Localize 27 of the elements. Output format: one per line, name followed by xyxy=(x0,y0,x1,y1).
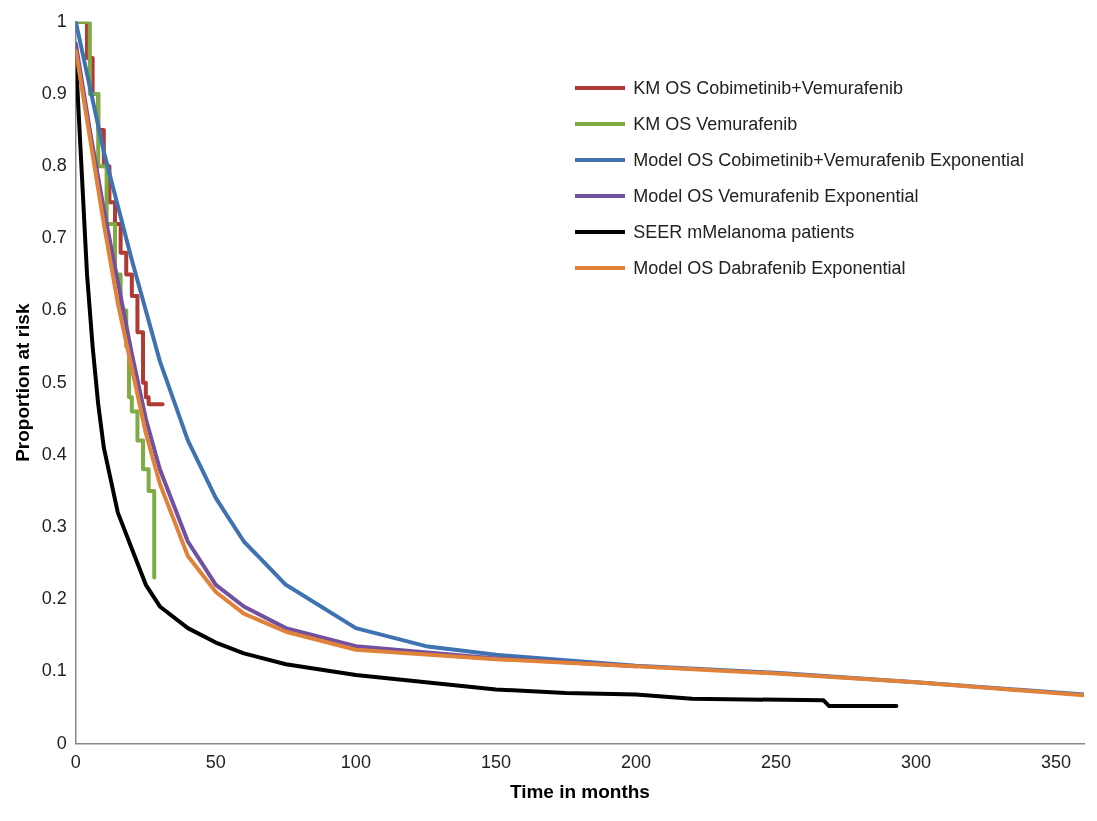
legend-label: SEER mMelanoma patients xyxy=(633,221,855,243)
legend-label: KM OS Vemurafenib xyxy=(633,113,798,135)
y-tick-label: 0 xyxy=(56,732,67,753)
y-tick-label: 0.1 xyxy=(41,660,67,681)
y-tick-label: 0.4 xyxy=(41,443,67,464)
x-tick-label: 350 xyxy=(1040,752,1072,773)
y-axis-title: Proportion at risk xyxy=(11,303,33,462)
x-tick-label: 100 xyxy=(340,752,371,773)
y-tick-label: 1 xyxy=(56,10,67,31)
legend-label: Model OS Dabrafenib Exponential xyxy=(633,257,906,279)
x-tick-label: 200 xyxy=(620,752,651,773)
x-tick-label: 250 xyxy=(760,752,791,773)
legend-label: Model OS Cobimetinib+Vemurafenib Exponential xyxy=(633,149,1024,171)
y-tick-label: 0.2 xyxy=(41,588,67,609)
x-tick-label: 50 xyxy=(205,752,226,773)
x-tick-label: 150 xyxy=(480,752,511,773)
x-tick-label: 300 xyxy=(900,752,931,773)
legend-label: KM OS Cobimetinib+Vemurafenib xyxy=(633,77,903,99)
y-tick-label: 0.8 xyxy=(41,155,67,176)
y-tick-label: 0.6 xyxy=(41,299,67,320)
x-axis-title: Time in months xyxy=(509,780,650,802)
x-tick-label: 0 xyxy=(70,752,81,773)
y-tick-label: 0.9 xyxy=(41,82,67,103)
legend-label: Model OS Vemurafenib Exponential xyxy=(633,185,919,207)
y-tick-label: 0.3 xyxy=(41,516,67,537)
y-tick-label: 0.7 xyxy=(41,227,67,248)
y-tick-label: 0.5 xyxy=(41,371,67,392)
